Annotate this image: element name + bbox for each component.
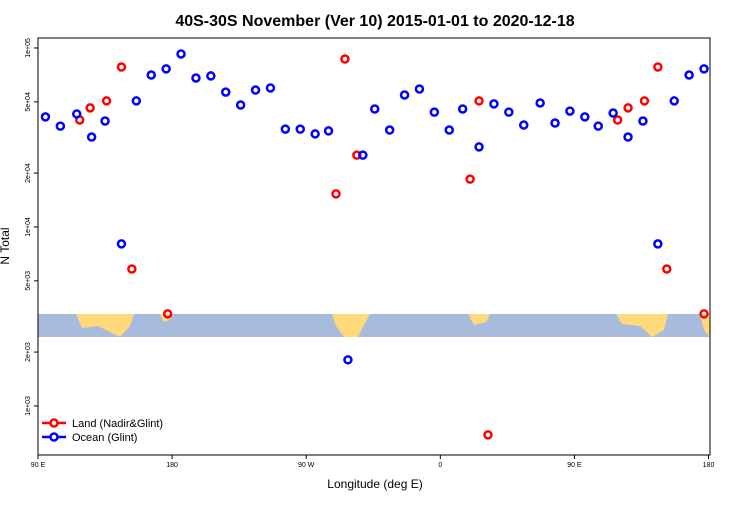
point (444, 125, 454, 135)
chart-title: 40S-30S November (Ver 10) 2015-01-01 to … (175, 13, 574, 30)
point (612, 115, 623, 125)
point (343, 355, 353, 365)
point (465, 174, 475, 184)
y-axis-label: N Total (0, 227, 12, 264)
map-strip (38, 314, 710, 337)
point (310, 129, 320, 139)
point (429, 107, 440, 117)
y-tick-label: 1e+04 (25, 217, 32, 237)
point (414, 84, 425, 94)
point (457, 104, 468, 114)
point (608, 108, 618, 118)
y-tick-label: 1e+05 (25, 38, 32, 58)
point (358, 150, 368, 160)
point (474, 96, 484, 106)
point (550, 118, 560, 128)
point (220, 87, 231, 97)
point (623, 132, 633, 142)
point (250, 85, 261, 95)
point (116, 239, 127, 249)
point (399, 90, 410, 100)
point (146, 70, 156, 80)
point (518, 120, 529, 130)
point (295, 124, 305, 134)
point (580, 112, 590, 122)
point (653, 239, 663, 249)
y-tick-label: 1e+03 (25, 396, 32, 416)
y-tick-label: 5e+04 (25, 92, 32, 112)
y-tick-label: 2e+04 (25, 163, 32, 183)
point (639, 96, 650, 106)
point (235, 100, 246, 110)
point (369, 104, 380, 114)
point (71, 109, 82, 119)
point (86, 132, 97, 142)
point (535, 98, 545, 108)
x-axis-label: Longitude (deg E) (327, 477, 422, 491)
point (323, 126, 334, 136)
point (55, 121, 66, 131)
point (101, 96, 112, 106)
point (340, 54, 350, 64)
plot-frame (37, 37, 711, 456)
x-tick-label: 90 W (298, 462, 315, 469)
point (669, 96, 679, 106)
y-tick-label: 5e+03 (25, 271, 32, 291)
point (504, 107, 514, 117)
point (489, 99, 499, 109)
point (638, 116, 648, 126)
point (161, 64, 171, 74)
point (40, 112, 51, 122)
x-tick-label: 180 (703, 462, 715, 469)
point (127, 264, 137, 274)
point (206, 71, 216, 81)
point (699, 64, 709, 74)
point (191, 73, 201, 83)
point (100, 116, 110, 126)
point (265, 83, 276, 93)
point (384, 125, 395, 135)
point (662, 264, 672, 274)
point (116, 62, 127, 72)
point (653, 62, 663, 72)
legend-marker (49, 418, 59, 428)
legend-marker (49, 432, 59, 442)
point (684, 70, 694, 80)
point (331, 189, 341, 199)
legend-label: Ocean (Glint) (72, 432, 137, 444)
y-tick-label: 2e+03 (25, 342, 32, 362)
point (699, 309, 709, 319)
point (593, 121, 603, 131)
legend-label: Land (Nadir&Glint) (72, 418, 163, 430)
point (131, 96, 142, 106)
x-tick-label: 90 E (31, 462, 46, 469)
point (280, 124, 291, 134)
point (162, 309, 173, 319)
point (176, 49, 186, 59)
x-tick-label: 0 (438, 462, 442, 469)
point (483, 430, 493, 440)
x-tick-label: 90 E (567, 462, 582, 469)
point (565, 106, 575, 116)
point (623, 103, 633, 113)
x-tick-label: 180 (166, 462, 178, 469)
point (85, 103, 95, 113)
point (474, 142, 484, 152)
